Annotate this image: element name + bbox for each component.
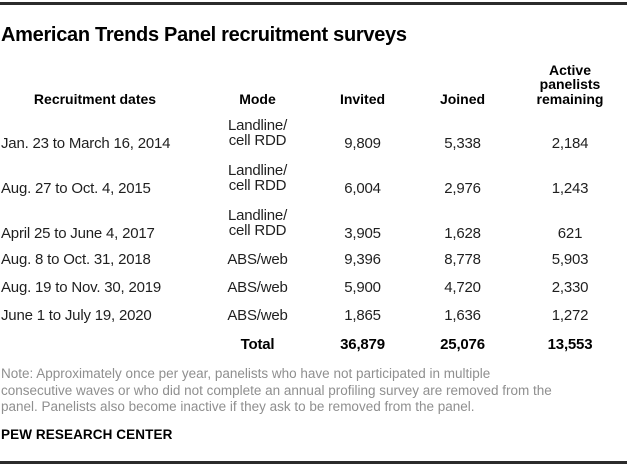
table-row: Aug. 27 to Oct. 4, 2015 Landline/ cell R… bbox=[0, 155, 615, 200]
dates-cell: Aug. 27 to Oct. 4, 2015 bbox=[1, 180, 151, 197]
table-total-row: Total 36,879 25,076 13,553 bbox=[0, 329, 615, 359]
table-header-row: Recruitment dates Mode Invited Joined Ac… bbox=[0, 56, 615, 110]
mode-cell: Landline/ cell RDD bbox=[227, 116, 288, 149]
invited-cell: 5,900 bbox=[344, 278, 381, 296]
total-label: Total bbox=[240, 335, 275, 353]
table-row: Jan. 23 to March 16, 2014 Landline/ cell… bbox=[0, 110, 615, 155]
mode-cell: Landline/ cell RDD bbox=[227, 161, 288, 194]
joined-cell: 1,628 bbox=[444, 225, 481, 242]
note-line: panel. Panelists also become inactive if… bbox=[1, 399, 475, 414]
header-invited: Invited bbox=[339, 90, 386, 107]
header-joined: Joined bbox=[439, 90, 486, 107]
table-row: June 1 to July 19, 2020 ABS/web 1,865 1,… bbox=[0, 301, 615, 329]
invited-cell: 6,004 bbox=[344, 180, 381, 197]
dates-cell: Aug. 8 to Oct. 31, 2018 bbox=[1, 250, 151, 268]
mode-cell: Landline/ cell RDD bbox=[227, 206, 288, 239]
remaining-cell: 2,184 bbox=[551, 135, 589, 152]
bottom-rule bbox=[0, 461, 627, 464]
joined-cell: 2,976 bbox=[444, 180, 481, 197]
figure-title: American Trends Panel recruitment survey… bbox=[1, 24, 407, 46]
note-line: consecutive waves or who did not complet… bbox=[1, 382, 552, 398]
dates-cell: June 1 to July 19, 2020 bbox=[1, 306, 152, 324]
mode-cell: ABS/web bbox=[227, 278, 288, 296]
remaining-cell: 5,903 bbox=[551, 250, 589, 268]
mode-cell: ABS/web bbox=[227, 306, 288, 324]
remaining-cell: 1,272 bbox=[551, 306, 589, 324]
header-recruitment-dates: Recruitment dates bbox=[33, 90, 157, 107]
total-joined: 25,076 bbox=[440, 335, 485, 353]
invited-cell: 9,809 bbox=[344, 135, 381, 152]
top-rule bbox=[0, 2, 627, 5]
total-invited: 36,879 bbox=[340, 335, 385, 353]
header-active-panelists-remaining: Active panelists remaining bbox=[536, 61, 604, 107]
dates-cell: April 25 to June 4, 2017 bbox=[1, 225, 155, 242]
mode-cell: ABS/web bbox=[227, 250, 288, 268]
table-row: April 25 to June 4, 2017 Landline/ cell … bbox=[0, 200, 615, 245]
dates-cell: Jan. 23 to March 16, 2014 bbox=[1, 135, 171, 152]
total-empty-cell bbox=[0, 329, 190, 359]
remaining-cell: 1,243 bbox=[551, 180, 589, 197]
table-row: Aug. 19 to Nov. 30, 2019 ABS/web 5,900 4… bbox=[0, 273, 615, 301]
note-text: Note: Approximately once per year, panel… bbox=[1, 366, 639, 416]
total-remaining: 13,553 bbox=[547, 335, 593, 353]
table-row: Aug. 8 to Oct. 31, 2018 ABS/web 9,396 8,… bbox=[0, 245, 615, 273]
header-mode: Mode bbox=[239, 90, 276, 107]
invited-cell: 9,396 bbox=[344, 250, 381, 268]
remaining-cell: 621 bbox=[557, 225, 583, 242]
joined-cell: 5,338 bbox=[444, 135, 481, 152]
source-label: PEW RESEARCH CENTER bbox=[1, 426, 173, 442]
note-line: Note: Approximately once per year, panel… bbox=[1, 366, 491, 381]
joined-cell: 1,636 bbox=[444, 306, 481, 324]
remaining-cell: 2,330 bbox=[551, 278, 589, 296]
joined-cell: 4,720 bbox=[444, 278, 481, 296]
invited-cell: 1,865 bbox=[344, 306, 381, 324]
invited-cell: 3,905 bbox=[344, 225, 381, 242]
dates-cell: Aug. 19 to Nov. 30, 2019 bbox=[1, 278, 162, 296]
joined-cell: 8,778 bbox=[444, 250, 481, 268]
recruitment-surveys-table: Recruitment dates Mode Invited Joined Ac… bbox=[0, 56, 615, 359]
